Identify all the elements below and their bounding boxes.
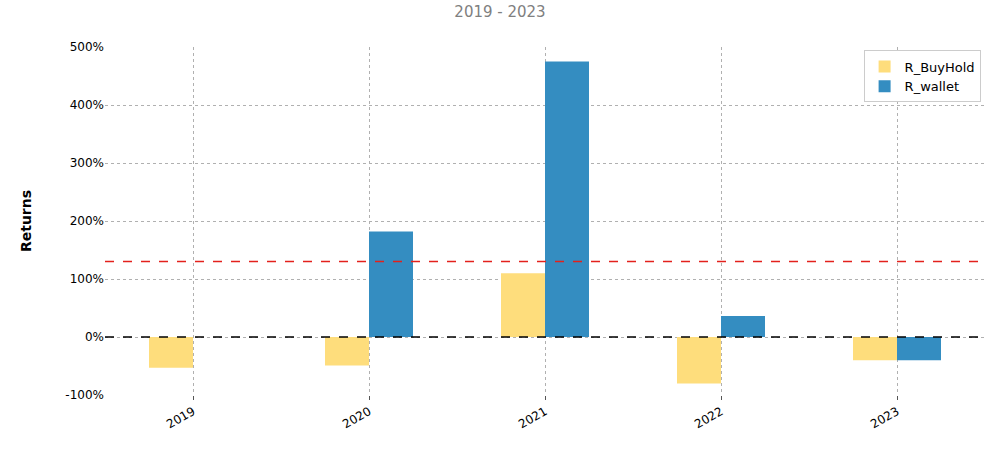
svg-text:200%: 200% <box>70 214 104 228</box>
svg-text:2021: 2021 <box>516 404 549 431</box>
svg-text:2020: 2020 <box>340 404 373 431</box>
svg-text:0%: 0% <box>85 330 104 344</box>
svg-text:300%: 300% <box>70 156 104 170</box>
svg-text:-100%: -100% <box>65 388 104 402</box>
svg-text:2019 - 2023: 2019 - 2023 <box>454 3 545 21</box>
svg-text:400%: 400% <box>70 98 104 112</box>
svg-text:R_BuyHold: R_BuyHold <box>905 60 975 75</box>
svg-text:100%: 100% <box>70 272 104 286</box>
svg-text:500%: 500% <box>70 40 104 54</box>
svg-text:2022: 2022 <box>692 404 725 431</box>
svg-text:R_wallet: R_wallet <box>905 79 959 94</box>
svg-text:2019: 2019 <box>164 404 197 431</box>
svg-text:Returns: Returns <box>18 190 34 252</box>
svg-text:2023: 2023 <box>868 404 901 431</box>
